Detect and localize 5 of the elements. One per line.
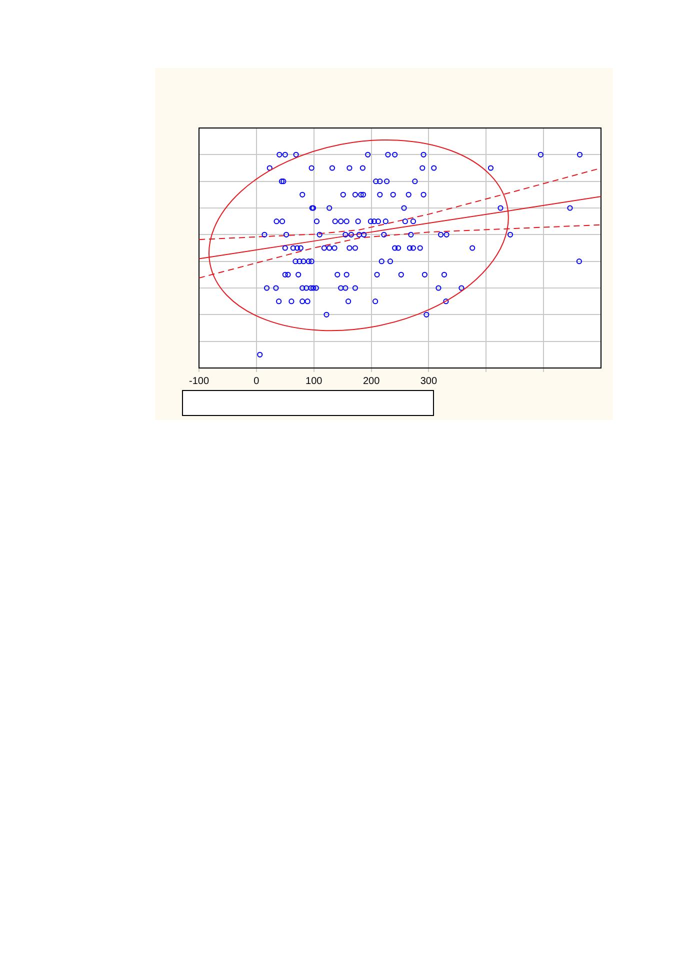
x-tick-label: 100 bbox=[306, 376, 323, 387]
x-tick-label: 300 bbox=[420, 376, 438, 387]
x-tick-label: 0 bbox=[254, 376, 260, 387]
x-tick-label: 200 bbox=[362, 376, 380, 387]
x-tick-label: -100 bbox=[188, 376, 210, 387]
